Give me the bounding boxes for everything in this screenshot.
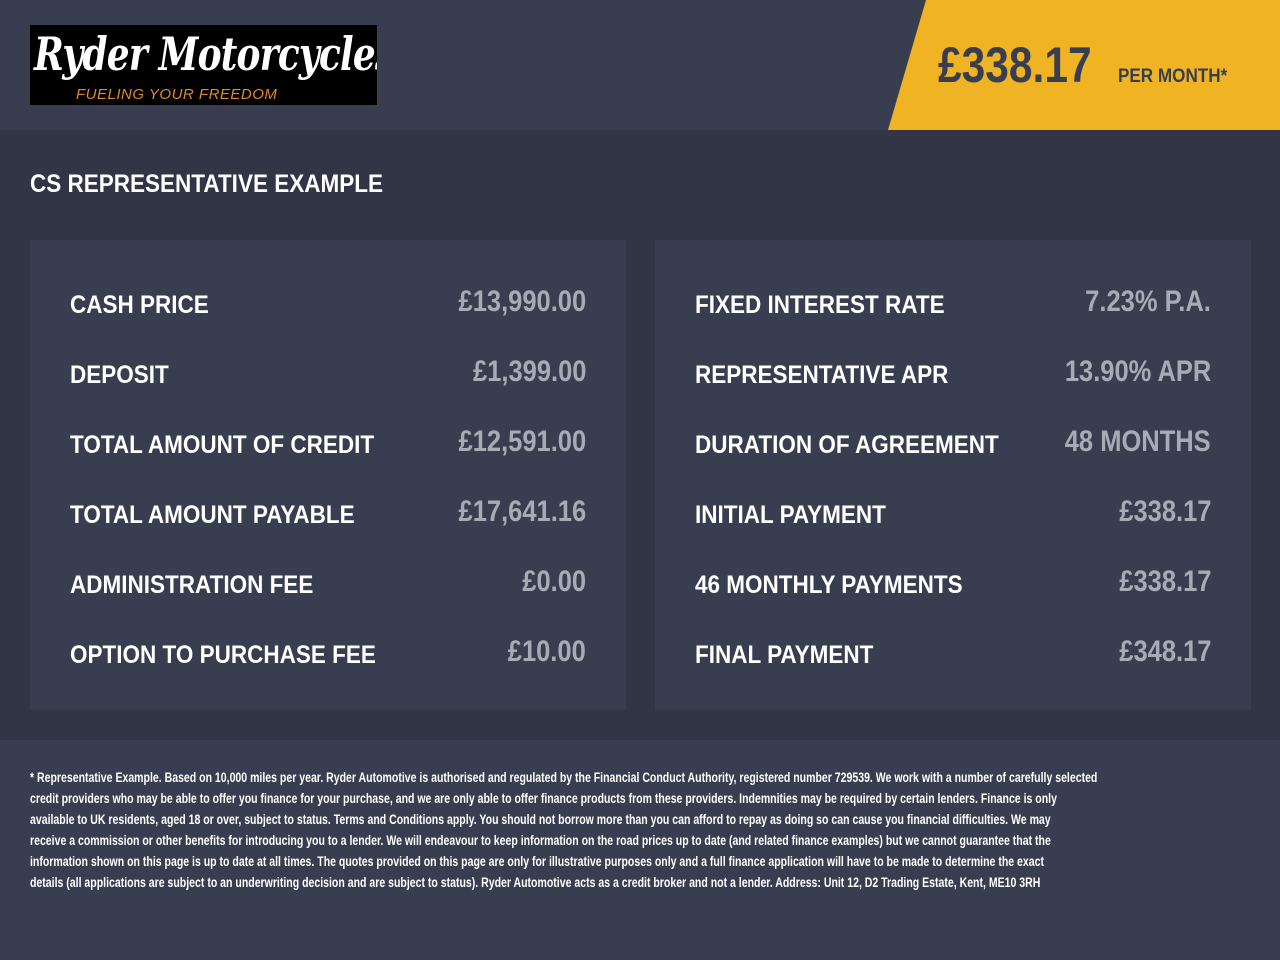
per-month-label: PER MONTH*	[1118, 66, 1228, 87]
finance-row: FINAL PAYMENT £348.17	[695, 620, 1211, 690]
finance-card-left: CASH PRICE £13,990.00 DEPOSIT £1,399.00 …	[30, 240, 626, 710]
finance-value: £0.00	[522, 565, 586, 598]
disclaimer: * Representative Example. Based on 10,00…	[0, 740, 1280, 960]
disclaimer-line: credit providers who may be able to offe…	[30, 791, 1057, 806]
finance-row: REPRESENTATIVE APR 13.90% APR	[695, 340, 1211, 410]
finance-value: £10.00	[507, 635, 586, 668]
disclaimer-line: available to UK residents, aged 18 or ov…	[30, 812, 1051, 827]
finance-row: OPTION TO PURCHASE FEE £10.00	[70, 620, 586, 690]
finance-row: DURATION OF AGREEMENT 48 MONTHS	[695, 410, 1211, 480]
finance-label: FINAL PAYMENT	[695, 640, 874, 669]
finance-label: REPRESENTATIVE APR	[695, 360, 949, 389]
finance-label: DURATION OF AGREEMENT	[695, 430, 999, 459]
finance-row: DEPOSIT £1,399.00	[70, 340, 586, 410]
brand-logo: Ryder Motorcycles FUELING YOUR FREEDOM	[30, 25, 377, 105]
finance-value: 7.23% P.A.	[1085, 285, 1211, 318]
logo-tagline: FUELING YOUR FREEDOM	[76, 86, 278, 103]
finance-label: 46 MONTHLY PAYMENTS	[695, 570, 963, 599]
disclaimer-line: details (all applications are subject to…	[30, 875, 1041, 890]
header: Ryder Motorcycles FUELING YOUR FREEDOM £…	[0, 0, 1280, 130]
disclaimer-line: * Representative Example. Based on 10,00…	[30, 770, 1098, 785]
finance-row: TOTAL AMOUNT OF CREDIT £12,591.00	[70, 410, 586, 480]
finance-label: DEPOSIT	[70, 360, 169, 389]
finance-value: £12,591.00	[458, 425, 586, 458]
finance-card-right: FIXED INTEREST RATE 7.23% P.A. REPRESENT…	[655, 240, 1251, 710]
finance-label: ADMINISTRATION FEE	[70, 570, 314, 599]
finance-label: OPTION TO PURCHASE FEE	[70, 640, 376, 669]
monthly-amount: £338.17	[938, 37, 1092, 93]
finance-label: TOTAL AMOUNT PAYABLE	[70, 500, 355, 529]
disclaimer-line: receive a commission or other benefits f…	[30, 833, 1051, 848]
finance-value: £338.17	[1118, 495, 1211, 528]
logo-name: Ryder Motorcycles	[34, 27, 377, 81]
finance-value: £17,641.16	[458, 495, 586, 528]
finance-value: 13.90% APR	[1064, 355, 1211, 388]
finance-row: INITIAL PAYMENT £338.17	[695, 480, 1211, 550]
finance-label: TOTAL AMOUNT OF CREDIT	[70, 430, 375, 459]
disclaimer-line: information shown on this page is up to …	[30, 854, 1044, 869]
page-title: CS REPRESENTATIVE EXAMPLE	[30, 170, 383, 198]
finance-label: CASH PRICE	[70, 290, 209, 319]
finance-row: ADMINISTRATION FEE £0.00	[70, 550, 586, 620]
finance-value: £348.17	[1118, 635, 1211, 668]
finance-label: INITIAL PAYMENT	[695, 500, 886, 529]
finance-value: £1,399.00	[472, 355, 586, 388]
monthly-price-badge: £338.17 PER MONTH*	[888, 0, 1280, 130]
finance-row: TOTAL AMOUNT PAYABLE £17,641.16	[70, 480, 586, 550]
finance-row: CASH PRICE £13,990.00	[70, 270, 586, 340]
finance-value: 48 MONTHS	[1065, 425, 1211, 458]
finance-row: 46 MONTHLY PAYMENTS £338.17	[695, 550, 1211, 620]
finance-value: £13,990.00	[458, 285, 586, 318]
finance-row: FIXED INTEREST RATE 7.23% P.A.	[695, 270, 1211, 340]
finance-value: £338.17	[1118, 565, 1211, 598]
finance-label: FIXED INTEREST RATE	[695, 290, 945, 319]
